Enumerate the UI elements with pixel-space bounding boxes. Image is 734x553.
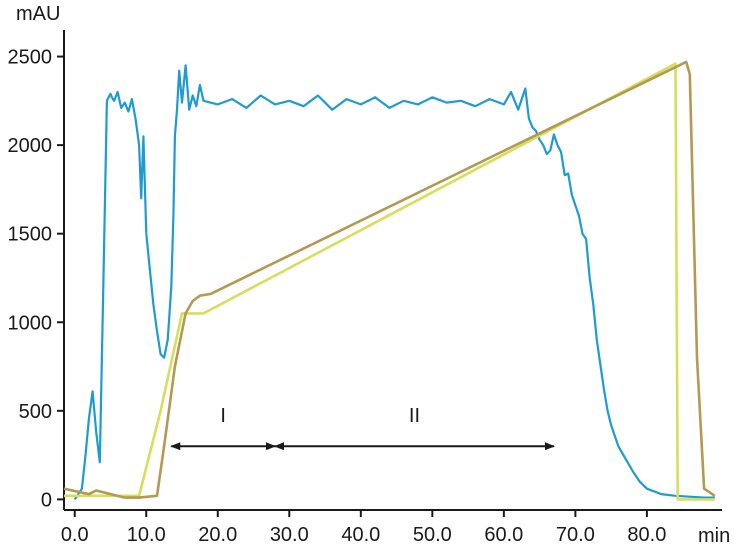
x-tick-label: 50.0 <box>413 524 452 546</box>
y-tick-label: 0 <box>41 489 52 511</box>
region-annotations: I II <box>170 405 555 451</box>
x-axis-title: min <box>698 525 730 547</box>
x-tick-label: 60.0 <box>484 524 523 546</box>
x-tick-label: 40.0 <box>341 524 380 546</box>
y-axis-title: mAU <box>16 3 60 25</box>
x-axis-ticks: 0.0 10.0 20.0 30.0 40.0 50.0 60.0 70.0 80.0 <box>61 510 666 546</box>
x-tick-label: 80.0 <box>627 524 666 546</box>
y-tick-label: 2000 <box>8 135 53 157</box>
y-tick-label: 500 <box>19 401 52 423</box>
region-label: II <box>409 405 420 427</box>
x-tick-label: 0.0 <box>61 524 89 546</box>
series-line-uv-absorbance <box>73 64 715 501</box>
x-tick-label: 20.0 <box>198 524 237 546</box>
x-tick-label: 70.0 <box>556 524 595 546</box>
series-line-gradient-b <box>63 60 716 499</box>
region-label: I <box>220 405 226 427</box>
y-tick-label: 1000 <box>8 312 53 334</box>
x-tick-label: 30.0 <box>270 524 309 546</box>
y-axis-ticks: 0 500 1000 1500 2000 2500 <box>8 47 64 511</box>
y-tick-label: 1500 <box>8 224 53 246</box>
x-tick-label: 10.0 <box>127 524 166 546</box>
series-line-gradient-a <box>64 62 715 501</box>
y-tick-label: 2500 <box>8 47 53 69</box>
series-group <box>63 60 716 501</box>
